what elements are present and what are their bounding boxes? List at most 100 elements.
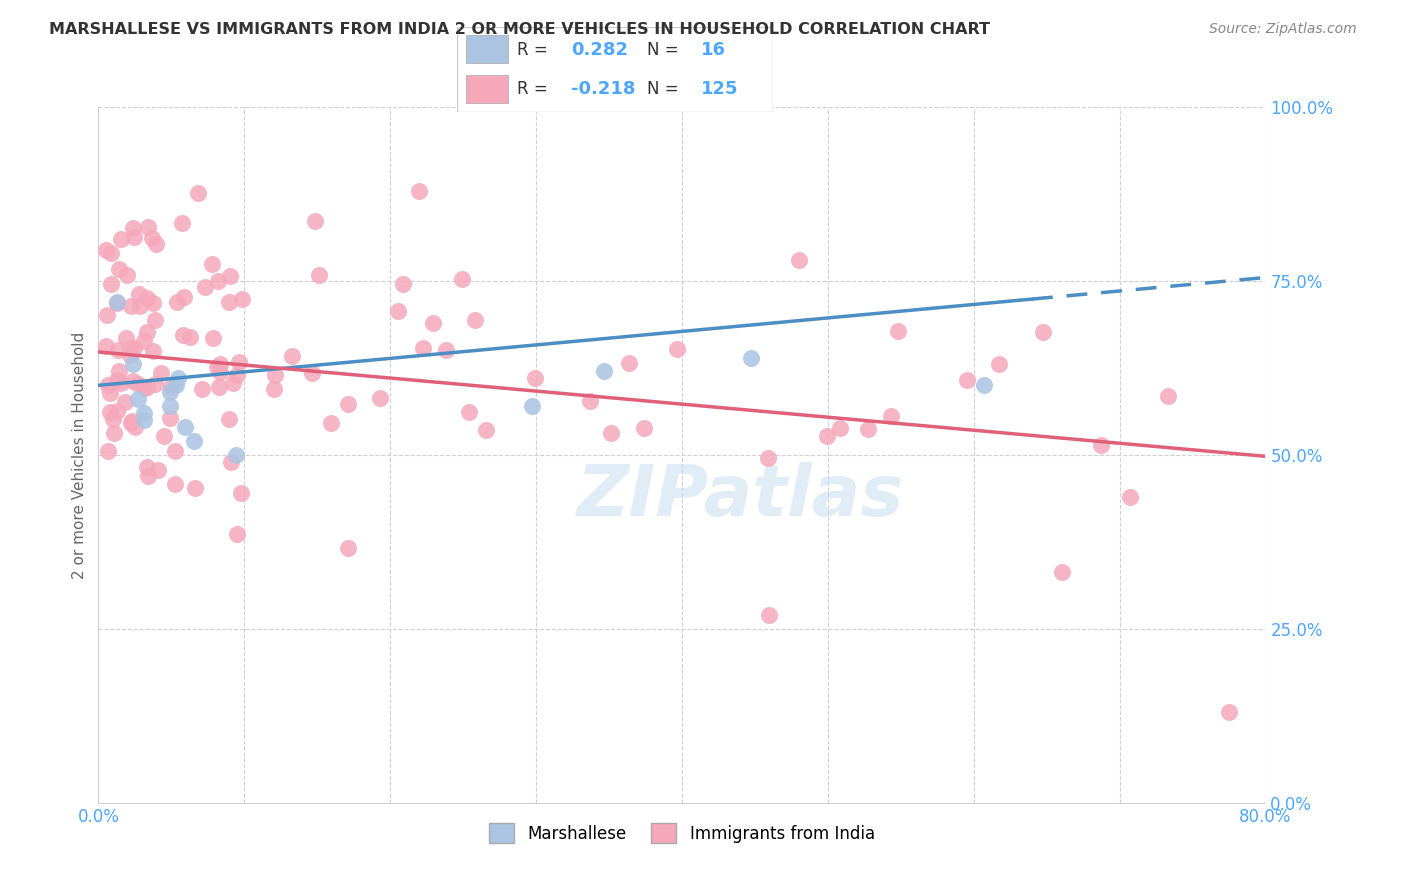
Point bbox=[229, 486, 252, 500]
Point bbox=[94, 339, 117, 353]
Point bbox=[159, 385, 181, 400]
Text: N =: N = bbox=[647, 80, 683, 98]
Point bbox=[121, 414, 143, 428]
Point bbox=[1032, 325, 1054, 339]
Text: R =: R = bbox=[517, 41, 553, 59]
Point bbox=[114, 394, 136, 409]
Point bbox=[159, 380, 181, 394]
Point bbox=[118, 348, 141, 362]
Point bbox=[120, 299, 142, 313]
Point bbox=[219, 455, 242, 469]
Point bbox=[1157, 389, 1180, 403]
Text: 16: 16 bbox=[700, 41, 725, 59]
Point bbox=[132, 406, 155, 420]
Point bbox=[136, 380, 159, 394]
Point bbox=[225, 448, 247, 462]
Point bbox=[207, 274, 229, 288]
Point bbox=[1119, 490, 1142, 504]
Point bbox=[458, 404, 481, 418]
Point bbox=[281, 349, 304, 363]
Point bbox=[593, 364, 616, 378]
Point bbox=[336, 541, 359, 556]
Point bbox=[132, 413, 155, 427]
Point bbox=[105, 373, 128, 387]
Point bbox=[110, 232, 132, 246]
Point bbox=[578, 393, 600, 408]
Point bbox=[159, 411, 181, 425]
Point bbox=[122, 341, 145, 355]
Point bbox=[758, 607, 780, 622]
Point bbox=[97, 378, 120, 392]
Point bbox=[1218, 706, 1240, 720]
Point bbox=[231, 293, 253, 307]
Point bbox=[740, 351, 762, 365]
Point bbox=[523, 370, 546, 384]
Point bbox=[787, 253, 810, 268]
Point bbox=[321, 416, 343, 430]
Point bbox=[201, 257, 224, 271]
FancyBboxPatch shape bbox=[467, 75, 508, 103]
Point bbox=[96, 309, 118, 323]
Point bbox=[308, 268, 330, 282]
Point bbox=[166, 371, 188, 385]
Point bbox=[633, 421, 655, 435]
Point bbox=[815, 428, 838, 442]
Point bbox=[172, 216, 194, 230]
Point bbox=[218, 294, 240, 309]
Point bbox=[135, 459, 157, 474]
Point bbox=[956, 374, 979, 388]
Text: -0.218: -0.218 bbox=[571, 80, 636, 98]
Point bbox=[166, 294, 188, 309]
Point bbox=[368, 391, 391, 405]
Point bbox=[464, 313, 486, 327]
Point bbox=[107, 343, 129, 358]
Point bbox=[191, 382, 214, 396]
Point bbox=[152, 429, 174, 443]
Point bbox=[665, 342, 688, 356]
Point bbox=[97, 443, 120, 458]
Point bbox=[105, 403, 128, 417]
Point bbox=[163, 444, 186, 458]
Point bbox=[474, 423, 496, 437]
Point bbox=[142, 296, 165, 310]
Point bbox=[145, 313, 167, 327]
Point bbox=[108, 364, 131, 378]
Point bbox=[136, 469, 159, 483]
Y-axis label: 2 or more Vehicles in Household: 2 or more Vehicles in Household bbox=[72, 331, 87, 579]
Point bbox=[142, 344, 165, 359]
Point bbox=[264, 368, 287, 382]
Point bbox=[207, 360, 229, 375]
Point bbox=[422, 316, 444, 330]
Point bbox=[141, 231, 163, 245]
Point bbox=[973, 378, 995, 392]
Point bbox=[828, 421, 851, 435]
Text: ZIPatlas: ZIPatlas bbox=[576, 462, 904, 531]
Text: 125: 125 bbox=[700, 80, 738, 98]
Point bbox=[115, 331, 138, 345]
Point bbox=[412, 341, 434, 355]
Point bbox=[94, 243, 117, 257]
Point bbox=[179, 329, 201, 343]
Point bbox=[100, 245, 122, 260]
Point bbox=[208, 357, 231, 371]
Point bbox=[173, 290, 195, 304]
FancyBboxPatch shape bbox=[467, 36, 508, 63]
Point bbox=[100, 386, 122, 401]
Point bbox=[208, 380, 231, 394]
Point bbox=[120, 416, 142, 430]
Point bbox=[105, 294, 128, 309]
Point bbox=[127, 392, 149, 407]
FancyBboxPatch shape bbox=[457, 27, 773, 112]
Point bbox=[129, 299, 152, 313]
Point bbox=[136, 325, 159, 339]
Point bbox=[225, 527, 247, 541]
Point bbox=[434, 343, 457, 357]
Point bbox=[194, 279, 217, 293]
Point bbox=[858, 422, 880, 436]
Point bbox=[392, 277, 415, 291]
Point bbox=[336, 397, 359, 411]
Point bbox=[146, 463, 169, 477]
Point bbox=[150, 366, 173, 380]
Point bbox=[387, 304, 409, 318]
Point bbox=[127, 376, 149, 391]
